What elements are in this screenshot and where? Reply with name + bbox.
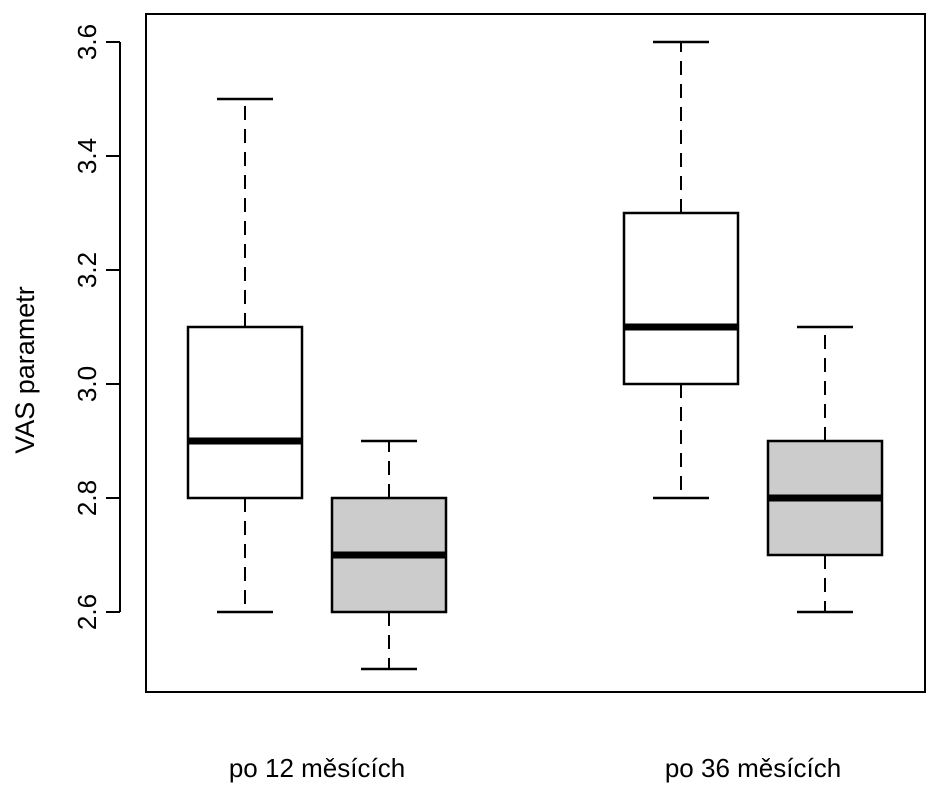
- box-12m-series-0: [186, 97, 304, 614]
- boxes: [186, 40, 884, 671]
- y-tick-label-0: 2.6: [72, 594, 102, 630]
- plot-frame: [145, 13, 926, 693]
- box-12m-series-1: [330, 439, 448, 671]
- y-tick-label-1: 2.8: [72, 480, 102, 516]
- y-tick-label-5: 3.6: [72, 24, 102, 60]
- box-36m-series-0: [622, 40, 740, 500]
- y-axis: 2.6 2.8 3.0 3.2 3.4 3.6: [72, 24, 121, 630]
- group-label-36-months: po 36 měsících: [665, 753, 841, 783]
- y-tick-label-2: 3.0: [72, 366, 102, 402]
- y-axis-label: VAS parametr: [10, 286, 40, 454]
- box-iqr: [186, 325, 304, 500]
- box-36m-series-1: [766, 325, 884, 614]
- group-label-12-months: po 12 měsících: [229, 753, 405, 783]
- box-iqr: [622, 211, 740, 386]
- y-tick-label-4: 3.4: [72, 138, 102, 174]
- y-tick-label-3: 3.2: [72, 252, 102, 288]
